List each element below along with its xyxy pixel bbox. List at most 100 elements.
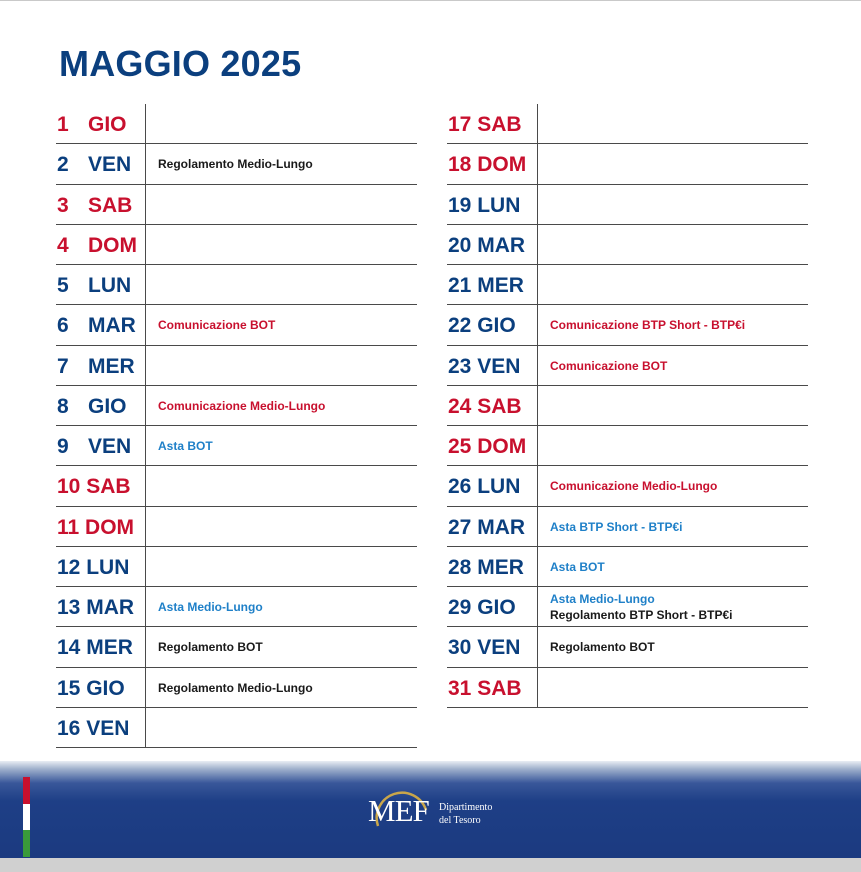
day-label: 1 GIO — [57, 104, 127, 144]
italian-flag-stripe — [23, 777, 30, 857]
event-comunicazione: Comunicazione Medio-Lungo — [158, 398, 326, 413]
day-label: 15 GIO — [57, 668, 125, 708]
month-label: MAGGIO — [59, 43, 211, 84]
event-list: Asta BOT — [158, 426, 413, 466]
day-label: 16 VEN — [57, 708, 129, 748]
day-number: 21 — [448, 274, 472, 297]
flag-stripe — [23, 777, 30, 804]
day-number: 16 — [57, 716, 81, 740]
event-regolamento: Regolamento Medio-Lungo — [158, 157, 313, 172]
day-number: 12 — [57, 555, 81, 579]
day-row: 29 GIO Asta Medio-Lungo Regolamento BTP Sh… — [447, 587, 808, 628]
event-list — [158, 547, 413, 587]
day-of-week: MAR — [477, 515, 526, 539]
day-of-week: GIO — [477, 596, 516, 619]
day-number: 30 — [448, 636, 472, 660]
day-row: 30 VEN Regolamento BOT — [447, 627, 808, 668]
day-label: 3 SAB — [57, 185, 132, 225]
event-list — [550, 104, 805, 144]
day-of-week: LUN — [86, 555, 130, 579]
day-of-week: VEN — [88, 435, 132, 458]
event-asta: Asta BTP Short - BTP€i — [550, 519, 683, 534]
event-list: Comunicazione Medio-Lungo — [550, 466, 805, 506]
day-label: 8 GIO — [57, 386, 127, 426]
day-row: 20 MAR — [447, 225, 808, 265]
year-label: 2025 — [220, 43, 302, 84]
day-row: 14 MER Regolamento BOT — [56, 627, 417, 668]
day-number: 26 — [448, 475, 472, 499]
day-row: 4 DOM — [56, 225, 417, 265]
day-of-week: MER — [86, 636, 133, 660]
department-line-2: del Tesoro — [439, 815, 481, 826]
day-row: 26 LUN Comunicazione Medio-Lungo — [447, 466, 808, 507]
day-row: 22 GIO Comunicazione BTP Short - BTP€i — [447, 305, 808, 346]
logo-ring-icon — [375, 791, 428, 827]
day-label: 2 VEN — [57, 144, 131, 184]
flag-stripe — [23, 803, 30, 831]
day-number: 17 — [448, 113, 472, 136]
day-of-week: GIO — [86, 676, 125, 700]
day-label: 26 LUN — [448, 466, 520, 506]
event-list — [550, 185, 805, 225]
event-regolamento: Regolamento Medio-Lungo — [158, 680, 313, 695]
day-number: 19 — [448, 193, 472, 217]
day-row: 16 VEN — [56, 708, 417, 748]
day-row: 31 SAB — [447, 668, 808, 708]
day-row: 19 LUN — [447, 185, 808, 225]
event-list — [158, 466, 413, 506]
day-label: 10 SAB — [57, 466, 131, 506]
day-label: 22 GIO — [448, 305, 516, 345]
day-number: 15 — [57, 676, 81, 700]
column-divider — [145, 104, 146, 748]
day-row: 11 DOM — [56, 507, 417, 547]
day-label: 24 SAB — [448, 386, 522, 426]
day-number: 11 — [57, 515, 80, 539]
day-label: 4 DOM — [57, 225, 137, 265]
day-of-week: DOM — [477, 153, 527, 177]
day-label: 11 DOM — [57, 507, 134, 547]
bottom-bar — [0, 858, 861, 872]
day-label: 29 GIO — [448, 587, 516, 627]
day-number: 23 — [448, 354, 472, 378]
event-list — [550, 426, 805, 466]
day-number: 5 — [57, 274, 69, 297]
day-label: 14 MER — [57, 627, 133, 667]
day-of-week: GIO — [88, 394, 127, 418]
day-label: 19 LUN — [448, 185, 520, 225]
day-row: 3 SAB — [56, 185, 417, 225]
event-list: Regolamento Medio-Lungo — [158, 668, 413, 708]
day-of-week: VEN — [477, 636, 521, 660]
day-of-week: LUN — [477, 193, 521, 217]
flag-stripe — [23, 830, 30, 857]
day-of-week: DOM — [88, 233, 137, 257]
event-list: Asta Medio-Lungo — [158, 587, 413, 627]
day-label: 25 DOM — [448, 426, 526, 466]
day-of-week: SAB — [477, 394, 522, 418]
page-title: MAGGIO 2025 — [59, 42, 301, 86]
event-regolamento: Regolamento BTP Short - BTP€i — [550, 608, 733, 622]
day-row: 15 GIO Regolamento Medio-Lungo — [56, 668, 417, 708]
calendar-column-right: 17 SAB 18 DOM 19 LUN 20 MAR 21 MER 22 GIO Comu… — [447, 104, 808, 708]
day-number: 9 — [57, 435, 69, 458]
day-of-week: MER — [477, 274, 524, 297]
day-row: 17 SAB — [447, 104, 808, 145]
event-asta: Asta BOT — [550, 559, 605, 574]
day-number: 27 — [448, 515, 472, 539]
event-list — [550, 668, 805, 708]
day-of-week: VEN — [477, 354, 521, 378]
day-row: 18 DOM — [447, 144, 808, 185]
event-list: Comunicazione BTP Short - BTP€i — [550, 305, 805, 345]
day-of-week: MER — [477, 555, 524, 579]
event-list: Asta BOT — [550, 547, 805, 587]
event-list: Comunicazione BOT — [158, 305, 413, 345]
mef-logo: MEF Dipartimento del Tesoro — [364, 782, 514, 842]
day-label: 31 SAB — [448, 668, 522, 708]
event-comunicazione: Comunicazione BTP Short - BTP€i — [550, 318, 746, 333]
day-of-week: SAB — [86, 475, 131, 499]
day-label: 27 MAR — [448, 507, 525, 547]
day-number: 10 — [57, 475, 81, 499]
department-label: Dipartimento del Tesoro — [439, 801, 492, 827]
day-of-week: GIO — [477, 314, 516, 338]
event-list: Comunicazione BOT — [550, 346, 805, 386]
day-of-week: SAB — [477, 113, 522, 136]
